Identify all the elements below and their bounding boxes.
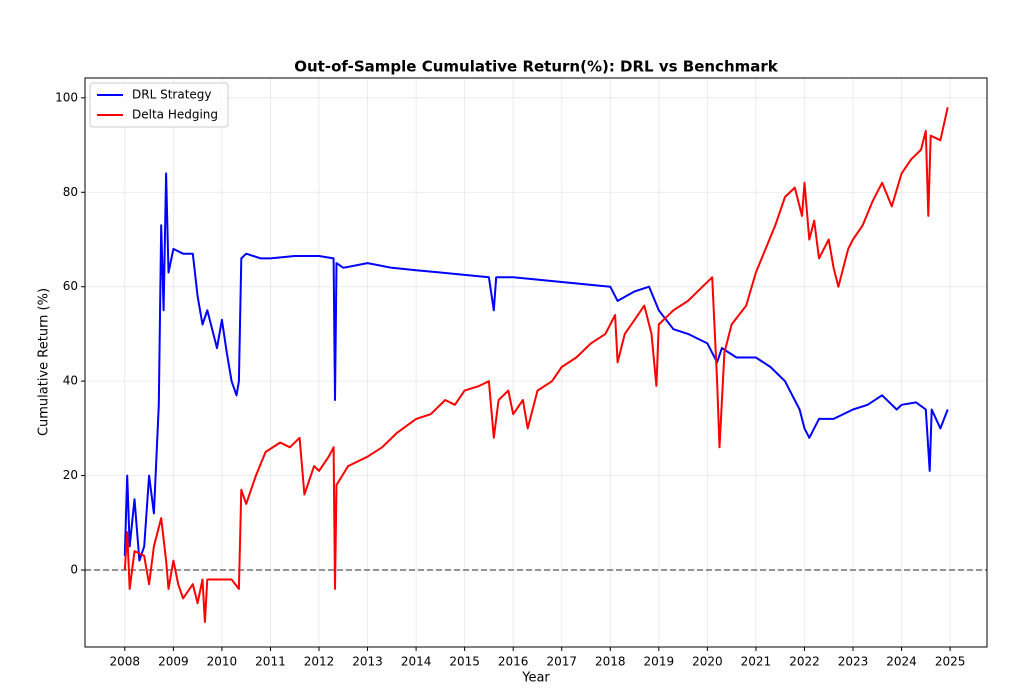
- x-tick-label: 2022: [789, 655, 820, 669]
- x-tick-label: 2016: [498, 655, 529, 669]
- y-tick-label: 100: [55, 90, 78, 104]
- x-tick-label: 2015: [449, 655, 480, 669]
- plot-frame: [84, 77, 988, 648]
- x-tick-label: 2025: [935, 655, 966, 669]
- legend-label: Delta Hedging: [132, 108, 218, 122]
- x-axis-label: Year: [521, 671, 550, 686]
- x-tick-label: 2020: [692, 655, 723, 669]
- x-tick-label: 2013: [352, 655, 383, 669]
- legend-box: [89, 82, 229, 128]
- y-tick-label: 40: [63, 374, 78, 388]
- chart-title: Out-of-Sample Cumulative Return(%): DRL …: [294, 58, 779, 76]
- x-tick-label: 2008: [110, 655, 141, 669]
- x-tick-label: 2014: [401, 655, 432, 669]
- x-tick-label: 2017: [546, 655, 577, 669]
- x-tick-label: 2018: [595, 655, 626, 669]
- series-line: [123, 172, 949, 562]
- x-tick-label: 2009: [158, 655, 189, 669]
- legend-label: DRL Strategy: [132, 88, 212, 102]
- y-tick-label: 80: [63, 185, 78, 199]
- x-tick-label: 2023: [838, 655, 869, 669]
- y-tick-label: 60: [63, 279, 78, 293]
- y-tick-label: 0: [70, 563, 78, 577]
- x-tick-label: 2021: [741, 655, 772, 669]
- y-axis-label: Cumulative Return (%): [37, 288, 52, 436]
- x-tick-label: 2011: [255, 655, 286, 669]
- x-tick-label: 2024: [886, 655, 917, 669]
- x-tick-label: 2019: [644, 655, 675, 669]
- x-tick-label: 2010: [207, 655, 238, 669]
- series-line: [123, 107, 949, 623]
- y-tick-label: 20: [63, 468, 78, 482]
- x-tick-label: 2012: [304, 655, 335, 669]
